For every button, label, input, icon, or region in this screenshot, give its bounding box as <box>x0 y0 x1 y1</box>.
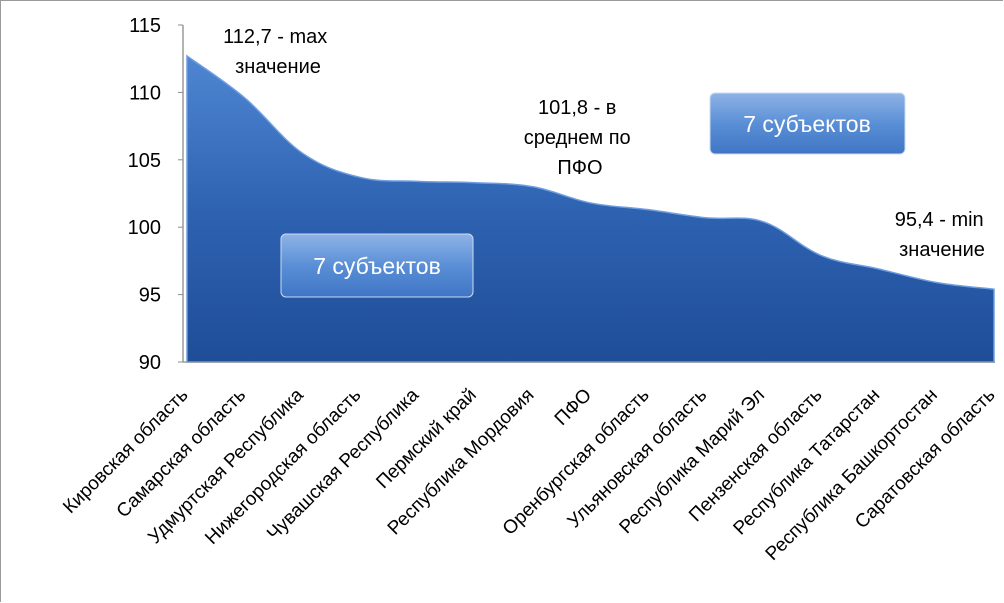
subjects-box-left: 7 субъектов <box>280 233 474 298</box>
x-category-label: Пермский край <box>372 385 480 493</box>
svg-text:112,7 - max значение: 112,7 - max значение <box>223 26 333 78</box>
annotation-min-line2: значение <box>899 239 985 261</box>
annotation-avg-line3: ПФО <box>557 157 602 179</box>
y-tick-label: 90 <box>139 352 161 374</box>
subjects-box-left-label: 7 субъектов <box>313 253 441 279</box>
annotation-avg-line1: 101,8 - в <box>538 97 616 119</box>
y-tick-label: 100 <box>128 217 161 239</box>
annotation-min: 95,4 - min значение <box>895 209 990 261</box>
subjects-box-right: 7 субъектов <box>709 92 906 155</box>
subjects-box-right-label: 7 субъектов <box>743 111 871 137</box>
x-category-label: ПФО <box>551 385 596 430</box>
annotation-max: 112,7 - max значение <box>223 26 333 78</box>
annotation-max-line1: 112,7 - max <box>223 26 327 48</box>
y-tick-label: 105 <box>128 150 161 172</box>
y-tick-label: 115 <box>129 15 161 37</box>
y-tick-label: 95 <box>139 285 161 307</box>
svg-text:95,4 - min значение: 95,4 - min значение <box>895 209 990 261</box>
y-tick-label: 110 <box>129 82 161 104</box>
annotation-max-line2: значение <box>235 56 321 78</box>
y-tick-labels: 90 95 100 105 110 115 <box>128 15 183 374</box>
annotation-min-line1: 95,4 - min <box>895 209 984 231</box>
annotation-avg-line2: среднем по <box>524 127 631 149</box>
annotation-average: 101,8 - в среднем по ПФО <box>524 97 636 179</box>
svg-text:101,8 - в среднем по: 101,8 - в среднем по ПФО <box>524 97 636 179</box>
